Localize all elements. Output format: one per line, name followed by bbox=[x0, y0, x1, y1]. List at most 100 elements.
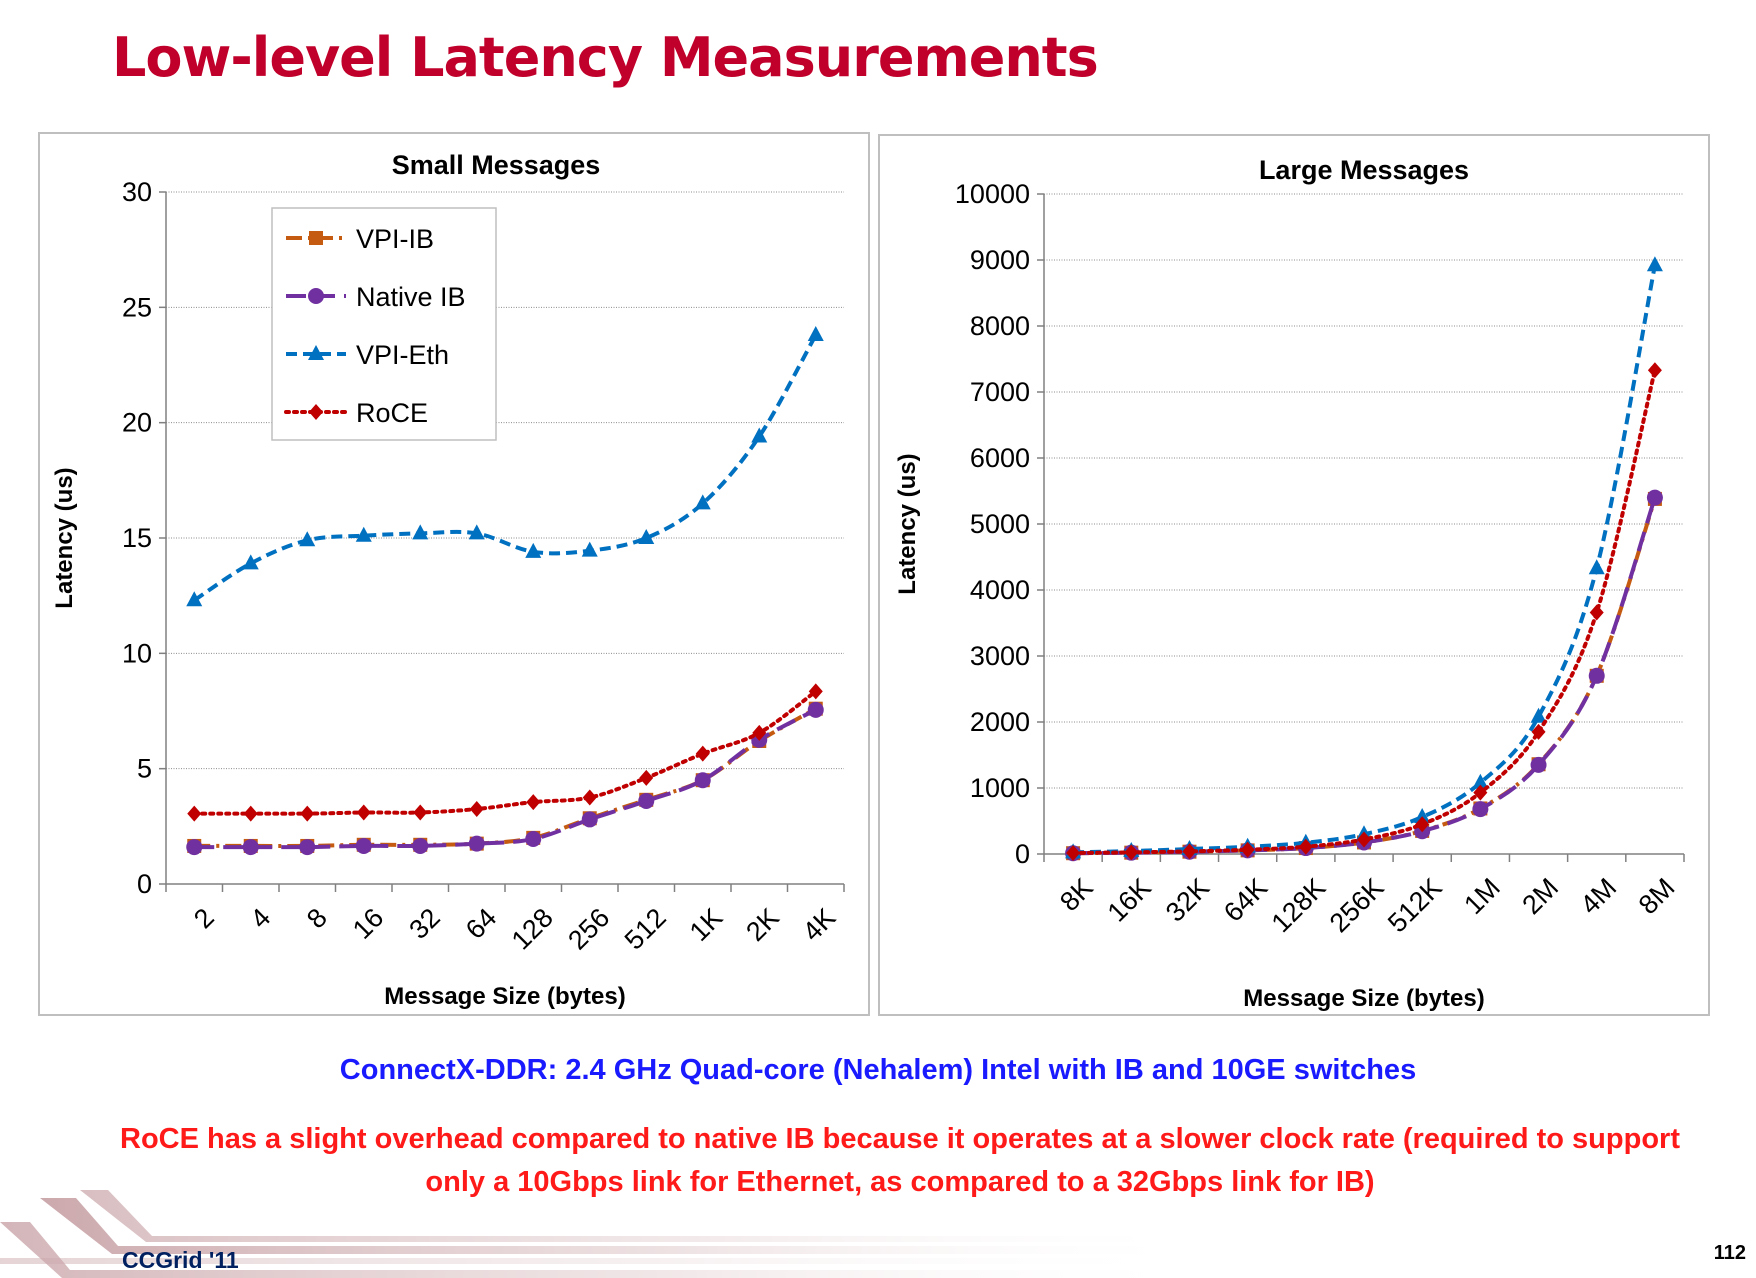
large-x-tick-label: 8K bbox=[1054, 872, 1099, 917]
small-data-point bbox=[186, 591, 203, 607]
small-y-axis-label: Latency (us) bbox=[51, 467, 78, 608]
small-y-tick-label: 15 bbox=[122, 523, 152, 553]
chart-large-messages: Large Messages 0 1000 2000 3000 4000 5000 6000 7… bbox=[894, 155, 1685, 1012]
small-x-axis-label: Message Size (bytes) bbox=[384, 983, 625, 1010]
large-y-tick-label: 9000 bbox=[970, 245, 1030, 275]
large-y-tick-label: 3000 bbox=[970, 641, 1030, 671]
large-y-tick-label: 7000 bbox=[970, 377, 1030, 407]
large-y-tick-label: 4000 bbox=[970, 575, 1030, 605]
large-x-tick-label: 16K bbox=[1102, 872, 1157, 927]
large-data-point bbox=[1588, 559, 1605, 575]
large-y-tick-label: 1000 bbox=[970, 773, 1030, 803]
large-x-tick-label: 256K bbox=[1324, 872, 1390, 938]
small-x-tick-label: 32 bbox=[403, 902, 445, 944]
large-data-point bbox=[1646, 256, 1663, 272]
small-data-point bbox=[413, 804, 428, 821]
chart-panel-large-messages: Large Messages 0 1000 2000 3000 4000 5000 6000 7… bbox=[878, 134, 1710, 1016]
large-series-line bbox=[1073, 496, 1657, 856]
small-legend-box bbox=[271, 207, 497, 441]
small-legend-item: Native IB bbox=[286, 282, 466, 312]
small-series-line bbox=[192, 689, 818, 816]
small-series-roce bbox=[187, 683, 823, 822]
large-y-tick-label: 10000 bbox=[955, 179, 1030, 209]
large-data-point bbox=[1588, 667, 1605, 684]
large-x-tick-label: 4M bbox=[1575, 872, 1623, 920]
small-legend-item: VPI-Eth bbox=[286, 340, 449, 370]
small-data-point bbox=[242, 554, 259, 570]
small-data-point bbox=[638, 529, 655, 544]
small-data-point bbox=[468, 524, 485, 540]
small-data-point bbox=[355, 837, 372, 854]
small-data-point bbox=[186, 839, 203, 856]
slide-subtitle: ConnectX-DDR: 2.4 GHz Quad-core (Nehalem… bbox=[339, 1054, 1417, 1086]
large-data-point bbox=[1531, 723, 1546, 740]
large-data-point bbox=[1182, 843, 1197, 860]
small-legend-label: RoCE bbox=[356, 398, 428, 428]
small-data-point bbox=[751, 427, 768, 443]
large-data-point bbox=[1530, 756, 1547, 773]
small-x-tick-label: 128 bbox=[506, 902, 559, 955]
slide-title: Low-level Latency Measurements bbox=[112, 26, 1099, 89]
small-data-point bbox=[242, 839, 259, 856]
small-data-point bbox=[807, 701, 824, 718]
small-data-point bbox=[299, 531, 316, 547]
large-data-point bbox=[1240, 841, 1255, 858]
small-data-point bbox=[581, 541, 598, 557]
slide-note-line-2: only a 10Gbps link for Ethernet, as comp… bbox=[425, 1166, 1375, 1198]
large-series-line bbox=[1071, 368, 1657, 855]
small-data-point bbox=[581, 811, 598, 828]
small-x-tick-label: 512 bbox=[619, 902, 672, 955]
small-x-tick-label: 2K bbox=[740, 902, 785, 947]
large-data-point bbox=[1124, 844, 1139, 861]
slide-note-line-1: RoCE has a slight overhead compared to n… bbox=[120, 1123, 1680, 1155]
large-title: Large Messages bbox=[1259, 155, 1469, 185]
large-data-point bbox=[1646, 489, 1663, 506]
small-data-point bbox=[582, 789, 597, 806]
small-data-point bbox=[526, 794, 541, 811]
small-x-tick-label: 64 bbox=[460, 902, 502, 944]
large-x-tick-label: 64K bbox=[1218, 872, 1273, 927]
small-data-point bbox=[356, 804, 371, 821]
large-y-tick-label: 0 bbox=[1015, 839, 1030, 869]
small-x-tick-label: 4K bbox=[797, 902, 842, 947]
large-data-point bbox=[1530, 707, 1547, 723]
small-data-point bbox=[694, 772, 711, 789]
small-y-tick-label: 5 bbox=[137, 754, 152, 784]
small-y-tick-label: 30 bbox=[122, 177, 152, 207]
large-series-roce bbox=[1066, 362, 1662, 862]
large-data-point bbox=[1473, 784, 1488, 801]
small-series-vpi-eth bbox=[186, 326, 824, 607]
large-data-point bbox=[1472, 801, 1489, 818]
chart-panel-small-messages: Small Messages 0 5 10 15 20 25 30 2 4 8 16 32 64 128 25… bbox=[38, 132, 870, 1016]
small-series-line bbox=[194, 706, 817, 848]
small-data-point bbox=[525, 542, 542, 558]
small-series-vpi-ib bbox=[187, 701, 823, 853]
large-x-tick-label: 8M bbox=[1633, 872, 1681, 920]
small-series-line bbox=[194, 708, 817, 850]
large-data-point bbox=[1414, 808, 1431, 824]
large-series-line bbox=[1073, 498, 1657, 856]
large-series-vpi-eth bbox=[1065, 256, 1663, 859]
small-data-point bbox=[695, 745, 710, 762]
small-data-point bbox=[808, 683, 823, 700]
small-data-point bbox=[469, 801, 484, 818]
large-x-axis-label: Message Size (bytes) bbox=[1243, 985, 1484, 1012]
footer-decoration bbox=[0, 1190, 1200, 1278]
small-data-point bbox=[694, 494, 711, 510]
small-data-point bbox=[243, 805, 258, 822]
page-number: 112 bbox=[1713, 1242, 1746, 1264]
large-y-tick-label: 5000 bbox=[970, 509, 1030, 539]
large-data-point bbox=[1647, 362, 1662, 379]
small-data-point bbox=[412, 837, 429, 854]
large-data-point bbox=[1066, 845, 1081, 862]
small-data-point bbox=[638, 792, 655, 809]
small-title: Small Messages bbox=[392, 150, 601, 180]
small-legend-marker bbox=[308, 288, 324, 304]
small-legend-marker bbox=[309, 404, 323, 420]
small-data-point bbox=[300, 805, 315, 822]
small-legend-item: VPI-IB bbox=[286, 224, 434, 254]
small-y-tick-label: 0 bbox=[137, 869, 152, 899]
large-x-tick-label: 32K bbox=[1160, 872, 1215, 927]
large-series-line bbox=[1073, 264, 1657, 855]
small-data-point bbox=[355, 526, 372, 542]
